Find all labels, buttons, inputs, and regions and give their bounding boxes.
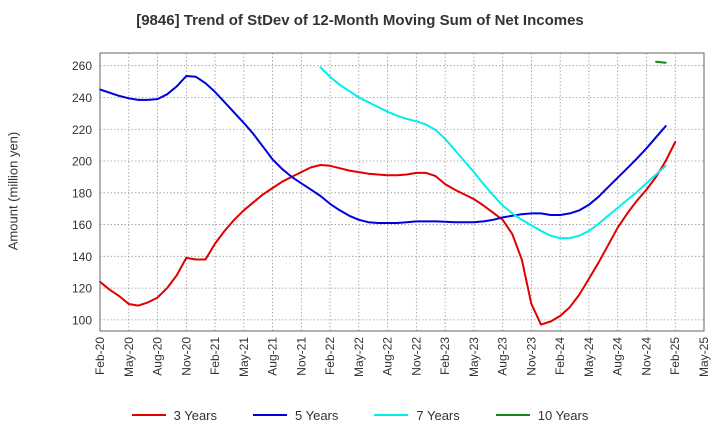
legend-item: 3 Years	[131, 407, 217, 423]
y-tick-label: 120	[72, 282, 92, 296]
x-tick-label: May-23	[467, 337, 481, 377]
legend-swatch	[495, 414, 530, 416]
x-tick-label: Feb-22	[323, 337, 337, 375]
x-tick-label: Aug-21	[266, 337, 280, 376]
y-tick-label: 220	[72, 123, 92, 137]
x-tick-label: Nov-20	[179, 337, 193, 376]
y-tick-label: 180	[72, 186, 92, 200]
grid-lines	[99, 53, 705, 331]
line-chart: 100 120 140 160 180 200 220 240 260 Feb-20 May-20 A…	[72, 52, 711, 377]
legend-swatch	[131, 414, 166, 416]
x-tick-label: Nov-21	[294, 337, 308, 376]
x-tick-label: Nov-24	[639, 337, 653, 376]
y-tick-label: 140	[72, 250, 92, 264]
series-line-3-years	[99, 141, 677, 326]
plot-frame	[99, 52, 705, 332]
legend-label: 10 Years	[537, 407, 589, 423]
x-tick-label: Feb-20	[93, 337, 107, 375]
x-tick-label: May-25	[697, 337, 711, 377]
legend: 3 Years 5 Years 7 Years 10 Years	[0, 402, 720, 428]
legend-label: 5 Years	[295, 407, 339, 423]
x-tick-label: Aug-20	[151, 337, 165, 376]
legend-item: 10 Years	[495, 407, 589, 423]
chart-title: [9846] Trend of StDev of 12-Month Moving…	[136, 12, 584, 29]
series-line-7-years	[319, 66, 667, 240]
legend-swatch	[253, 414, 287, 416]
x-tick-label: May-21	[237, 337, 251, 377]
series-line-10-years	[655, 60, 667, 64]
y-tick-label: 260	[72, 59, 92, 73]
x-tick-label: Nov-22	[409, 337, 423, 376]
legend-item: 7 Years	[374, 407, 460, 423]
x-tick-label: Feb-23	[438, 337, 452, 375]
series-line-5-years	[99, 75, 667, 224]
x-tick-label: Nov-23	[524, 337, 538, 376]
x-tick-label: Aug-24	[611, 337, 625, 376]
axes: 100 120 140 160 180 200 220 240 260 Feb-20 May-20 A…	[72, 52, 711, 377]
x-tick-label: May-24	[582, 337, 596, 377]
x-tick-label: Aug-23	[496, 337, 510, 376]
x-tick-label: Feb-24	[553, 337, 567, 375]
x-tick-label: Feb-25	[668, 337, 682, 375]
y-tick-label: 240	[72, 91, 92, 105]
legend-swatch	[374, 414, 409, 416]
x-tick-label: Feb-21	[208, 337, 222, 375]
y-tick-label: 100	[72, 313, 92, 327]
legend-label: 7 Years	[416, 407, 460, 423]
x-tick-label: May-20	[122, 337, 136, 377]
x-tick-label: Aug-22	[381, 337, 395, 376]
y-tick-label: 160	[72, 218, 92, 232]
series-lines	[99, 60, 677, 326]
x-tick-label: May-22	[352, 337, 366, 377]
y-tick-label: 200	[72, 155, 92, 169]
legend-item: 5 Years	[253, 408, 338, 423]
legend-label: 3 Years	[173, 407, 217, 423]
